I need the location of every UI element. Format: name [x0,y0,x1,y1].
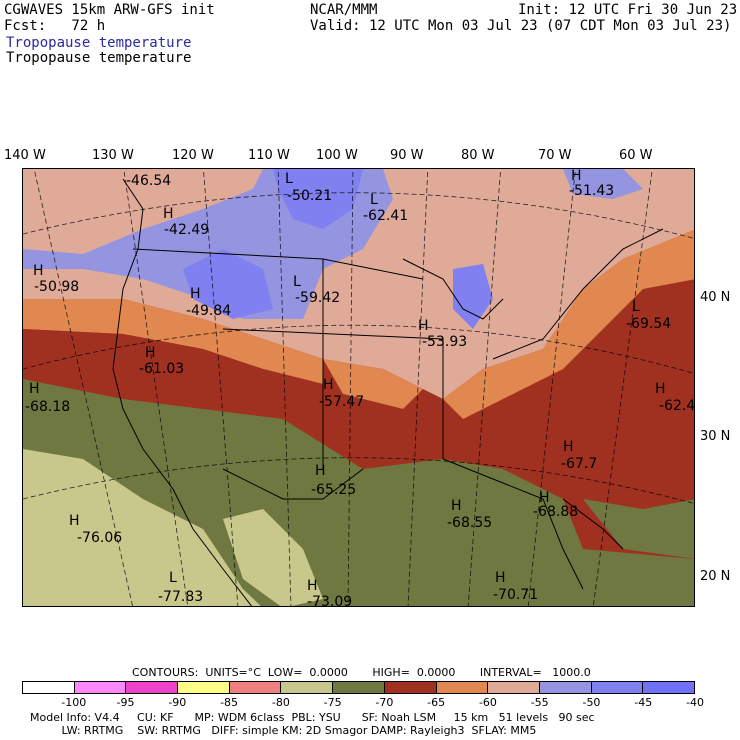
colorbar-label: -50 [582,696,601,709]
field-title: Tropopause temperature [6,50,192,66]
colorbar-label: -95 [116,696,135,709]
lon-label: 120 W [172,148,214,163]
map-label: H [29,381,40,397]
model-info: Model Info: V4.4 CU: KF MP: WDM 6class P… [30,711,595,724]
map-label: L [370,192,378,208]
map-label: H [163,206,174,222]
colorbar-swatch [281,682,334,693]
map-label: H [190,286,201,302]
colorbar-label: -40 [686,696,704,709]
colorbar-swatch [488,682,540,693]
colorbar-label: -70 [375,696,394,709]
map-label: -51.43 [569,183,615,199]
colorbar-swatch [384,682,437,693]
colorbar-swatch [74,682,127,693]
valid-time: Valid: 12 UTC Mon 03 Jul 23 (07 CDT Mon … [310,18,732,34]
colorbar-label: -85 [220,696,239,709]
colorbar-swatch [178,682,230,693]
tropopause-map [23,169,694,606]
map-label: H [315,463,326,479]
field-title-blue: Tropopause temperature [6,35,192,51]
map-label: H [563,439,574,455]
map-label: H [655,381,666,397]
model-title: CGWAVES 15km ARW-GFS init [4,2,215,18]
map-label: -68.88 [533,504,579,520]
map-label: H [323,377,334,393]
map-label: H [571,168,582,184]
map-label: -59.42 [295,290,341,306]
map-label: H [418,318,429,334]
colorbar-label: -75 [323,696,342,709]
lon-label: 130 W [92,148,134,163]
map-label: L [632,299,640,315]
map-label: H [307,578,318,594]
colorbar-label: -45 [634,696,653,709]
map-label: -77.83 [158,589,204,605]
lon-label: 60 W [619,148,653,163]
colorbar-label: -60 [478,696,497,709]
map-label: -61.03 [139,361,185,377]
lon-label: 70 W [538,148,572,163]
map-label: -50.98 [34,279,80,295]
forecast-hour: Fcst: 72 h [4,18,106,34]
colorbar-swatch [436,682,489,693]
colorbar-swatch [643,682,694,693]
map-label: H [69,513,80,529]
contours-info: CONTOURS: UNITS=°C LOW= 0.0000 HIGH= 0.0… [132,666,591,679]
map-label: -67.7 [561,456,598,472]
map-label: -69.54 [626,316,672,332]
colorbar-swatch [539,682,592,693]
lat-label: 40 N [700,290,731,305]
colorbar-label: -100 [61,696,87,709]
colorbar-swatch [591,682,644,693]
map-label: -62.4 [659,398,695,414]
map-label: -62.41 [363,208,409,224]
map-label: -76.06 [77,530,123,546]
init-time: Init: 12 UTC Fri 30 Jun 23 [518,2,738,18]
map-label: L [285,171,293,187]
map-label: L [293,274,301,290]
colorbar-label: -90 [168,696,187,709]
colorbar-label: -65 [427,696,446,709]
map-label: L [169,570,177,586]
map-label: H [539,490,550,506]
map-label: -49.84 [186,303,232,319]
map-label: H [495,570,506,586]
lon-label: 110 W [248,148,290,163]
map-label: -65.25 [311,482,357,498]
colorbar-label: -80 [271,696,290,709]
colorbar-swatch [126,682,179,693]
map-label: -46.54 [126,173,172,189]
map-label: H [451,498,462,514]
map-label: -68.18 [25,399,71,415]
colorbar-swatch [229,682,282,693]
colorbar-label: °C [727,696,740,709]
lon-label: 100 W [316,148,358,163]
map-label: H [33,263,44,279]
map-label: H [145,345,156,361]
map-label: -50.21 [287,188,333,204]
colorbar-swatch [23,682,75,693]
map-label: -73.09 [307,594,353,607]
map-label: -57.47 [319,394,365,410]
colorbar-swatch [333,682,385,693]
colorbar [22,681,695,694]
model-physics: LW: RRTMG SW: RRTMG DIFF: simple KM: 2D … [30,724,537,737]
lon-label: 90 W [390,148,424,163]
lat-label: 30 N [700,429,731,444]
center-name: NCAR/MMM [310,2,378,18]
colorbar-label: -55 [530,696,549,709]
map-label: -68.55 [447,515,493,531]
lat-label: 20 N [700,569,731,584]
map-label: -42.49 [164,222,210,238]
lon-label: 80 W [461,148,495,163]
map-label: -70.71 [493,587,539,603]
map-panel: -46.54 L -50.21 L -62.41 H -51.43 H -42.… [22,168,695,607]
map-label: -53.93 [422,334,468,350]
lon-label: 140 W [4,148,46,163]
